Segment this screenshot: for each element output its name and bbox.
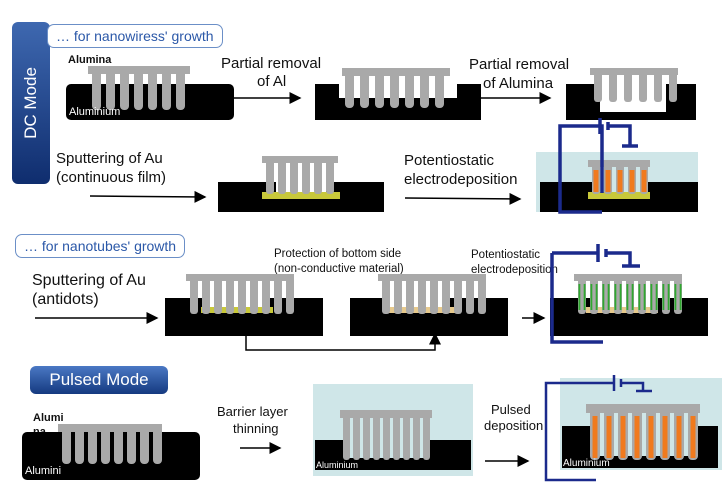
- pulsed-alumina-label-1: Alumi: [33, 412, 64, 424]
- arrow-step3: [89, 190, 207, 203]
- step-potentiostatic2-line2: electrodeposition: [471, 264, 558, 276]
- nanotubes-growth-label: … for nanotubes' growth: [15, 234, 186, 258]
- step-pulsed-line2: deposition: [484, 418, 544, 433]
- step-protection-line2: (non-conductive material): [274, 263, 404, 275]
- step-potentiostatic-line2: electrodeposition: [404, 171, 518, 188]
- circuit-1: [558, 118, 638, 214]
- step-potentiostatic2-line1: Potentiostatic: [471, 249, 541, 261]
- dc-mode-box: DC Mode: [12, 22, 50, 184]
- step-sputtering-antidots-line2: (antidots): [32, 291, 99, 308]
- arrow-nt-bypass: [245, 332, 441, 351]
- pulsed-mode-box: Pulsed Mode: [30, 366, 168, 394]
- step-protection-line1: Protection of bottom side: [274, 248, 402, 260]
- step-barrier-line2: thinning: [233, 421, 279, 436]
- nanowires-growth-label: … for nanowiress' growth: [47, 24, 223, 48]
- step-partial-removal-al-line2: of Al: [257, 73, 287, 90]
- alumina-label: Alumina: [68, 54, 112, 66]
- pulsed-aluminium-label-1: Alumini: [25, 465, 62, 477]
- step-barrier-line1: Barrier layer: [217, 404, 288, 419]
- step-sputtering-line2: (continuous film): [56, 169, 167, 186]
- step-partial-removal-alumina-line1: Partial removal: [469, 56, 570, 73]
- pulsed-aluminium-label-2: Aluminium: [316, 460, 359, 470]
- sample-structures: [22, 66, 718, 480]
- step-sputtering-line1: Sputtering of Au: [56, 150, 163, 167]
- step-sputtering-antidots-line1: Sputtering of Au: [32, 272, 146, 289]
- aluminium-label: Aluminium: [69, 106, 121, 118]
- pulsed-aluminium-label-3: Aluminium: [563, 458, 610, 469]
- step-partial-removal-alumina-line2: of Alumina: [483, 75, 554, 92]
- circuit-2: [550, 244, 640, 344]
- step-partial-removal-al-line1: Partial removal: [221, 55, 322, 72]
- circuit-3: [544, 375, 652, 482]
- arrow-step4: [404, 192, 522, 205]
- step-pulsed-line1: Pulsed: [491, 402, 531, 417]
- step-potentiostatic-line1: Potentiostatic: [404, 152, 495, 169]
